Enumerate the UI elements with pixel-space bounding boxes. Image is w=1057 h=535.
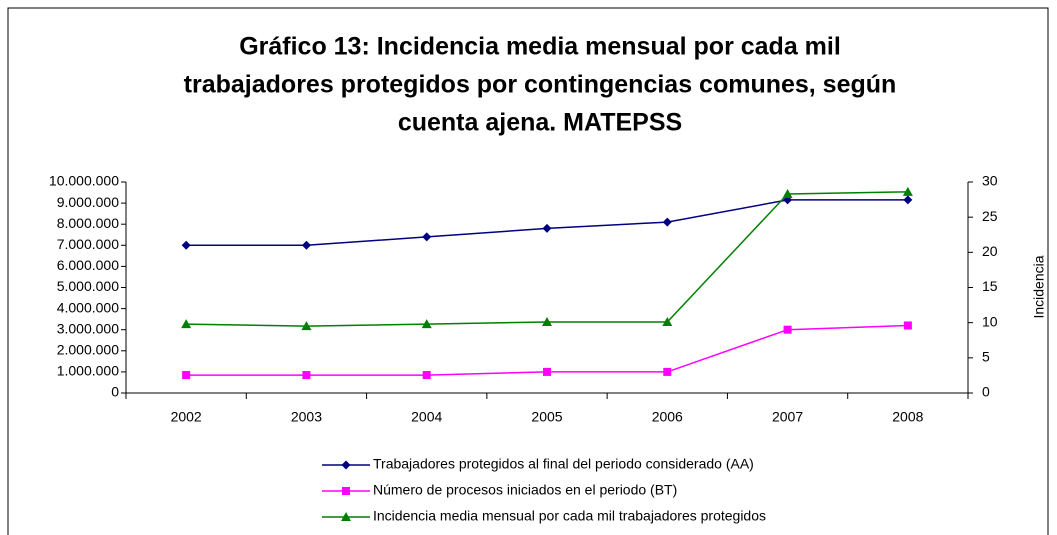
marker (903, 195, 913, 205)
x-tick-label: 2002 (171, 409, 202, 425)
marker (422, 232, 432, 242)
marker (182, 371, 191, 380)
y2-tick-label: 20 (982, 243, 998, 259)
marker (301, 240, 311, 250)
y-tick-label: 1.000.000 (57, 363, 119, 379)
y-tick-label: 8.000.000 (57, 215, 119, 231)
y2-tick-label: 25 (982, 208, 998, 224)
marker (302, 371, 311, 380)
y-tick-label: 10.000.000 (49, 173, 119, 189)
marker (662, 217, 672, 227)
y-tick-label: 9.000.000 (57, 194, 119, 210)
y2-tick-label: 0 (982, 384, 990, 400)
y2-axis-label: Incidencia (1031, 255, 1047, 318)
marker (902, 186, 913, 196)
legend-label: Número de procesos iniciados en el perio… (373, 482, 677, 498)
marker (301, 321, 312, 331)
chart-frame (7, 7, 1049, 535)
y2-tick-label: 30 (982, 173, 998, 189)
marker (903, 321, 912, 330)
chart-title: cuenta ajena. MATEPSS (398, 109, 682, 137)
marker (181, 319, 192, 329)
y-tick-label: 4.000.000 (57, 299, 119, 315)
legend-label: Incidencia media mensual por cada mil tr… (373, 508, 766, 524)
marker (542, 316, 552, 326)
y-tick-label: 3.000.000 (57, 320, 119, 336)
legend-label: Trabajadores protegidos al final del per… (373, 456, 754, 472)
chart-title: trabajadores protegidos por contingencia… (184, 71, 897, 99)
x-tick-label: 2005 (531, 409, 562, 425)
x-tick-label: 2008 (892, 409, 923, 425)
y-tick-label: 6.000.000 (57, 257, 119, 273)
marker (342, 487, 350, 495)
y2-tick-label: 10 (982, 313, 998, 329)
marker (421, 319, 432, 329)
x-tick-label: 2004 (411, 409, 442, 425)
marker (543, 367, 551, 376)
x-tick-label: 2006 (652, 409, 683, 425)
y-tick-label: 5.000.000 (57, 278, 119, 294)
chart-title: Gráfico 13: Incidencia media mensual por… (239, 33, 841, 61)
marker (663, 367, 672, 376)
x-tick-label: 2007 (772, 409, 803, 425)
y2-tick-label: 5 (982, 349, 990, 365)
marker (422, 371, 431, 380)
marker (782, 188, 793, 198)
x-tick-label: 2003 (291, 409, 322, 425)
y-tick-label: 7.000.000 (57, 236, 119, 252)
marker (542, 223, 552, 233)
marker (341, 460, 351, 470)
marker (783, 325, 792, 334)
marker (341, 512, 351, 521)
y-tick-label: 0 (111, 384, 119, 400)
marker (662, 316, 673, 326)
marker (181, 240, 191, 250)
y2-tick-label: 15 (982, 278, 998, 294)
y-tick-label: 2.000.000 (57, 342, 119, 358)
